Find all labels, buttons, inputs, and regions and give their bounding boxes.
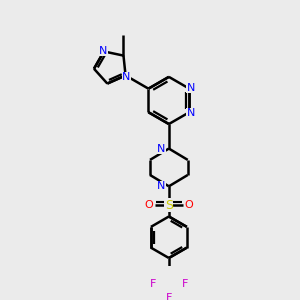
Text: S: S (165, 199, 173, 212)
Text: N: N (122, 72, 131, 82)
Text: N: N (99, 46, 107, 56)
Text: F: F (150, 279, 156, 290)
Text: N: N (187, 83, 195, 93)
Text: O: O (184, 200, 193, 210)
Text: F: F (166, 292, 172, 300)
Text: N: N (187, 108, 195, 118)
Text: N: N (157, 144, 166, 154)
Text: N: N (157, 181, 166, 191)
Text: O: O (145, 200, 153, 210)
Text: F: F (182, 279, 188, 290)
